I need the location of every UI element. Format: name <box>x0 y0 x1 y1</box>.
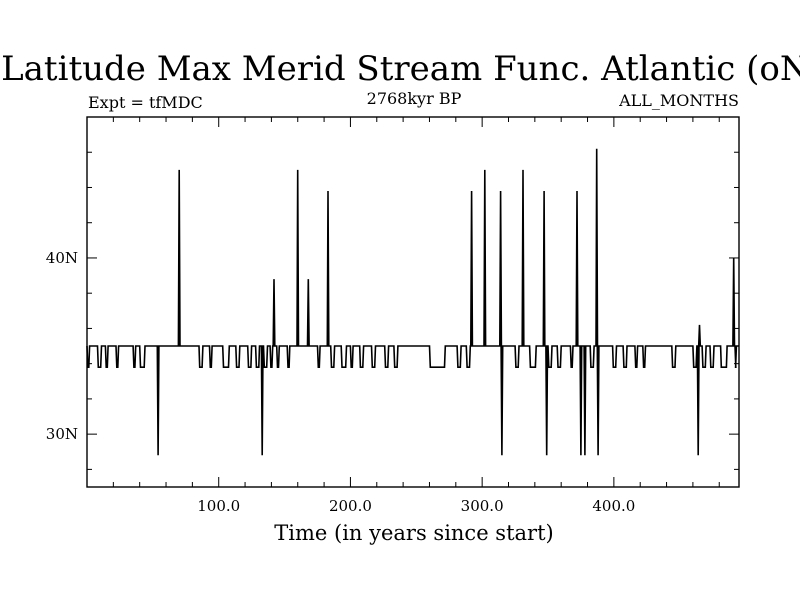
series-line <box>86 148 739 456</box>
subtitle-left: Expt = tfMDC <box>88 93 203 112</box>
x-tick-label: 200.0 <box>329 497 372 515</box>
subtitle-center: 2768kyr BP <box>367 89 462 108</box>
x-axis-label: Time (in years since start) <box>274 521 553 545</box>
chart-title: Latitude Max Merid Stream Func. Atlantic… <box>1 49 800 89</box>
axis-ticks <box>87 117 739 487</box>
y-tick-label: 40N <box>46 249 78 267</box>
x-tick-label: 300.0 <box>461 497 504 515</box>
plot-frame <box>86 116 740 488</box>
subtitle-right: ALL_MONTHS <box>618 91 739 110</box>
x-tick-label: 100.0 <box>197 497 240 515</box>
axis-tick-labels: 100.0 200.0 300.0 400.0 30N 40N <box>46 249 636 515</box>
x-tick-label: 400.0 <box>592 497 635 515</box>
y-tick-label: 30N <box>46 425 78 443</box>
